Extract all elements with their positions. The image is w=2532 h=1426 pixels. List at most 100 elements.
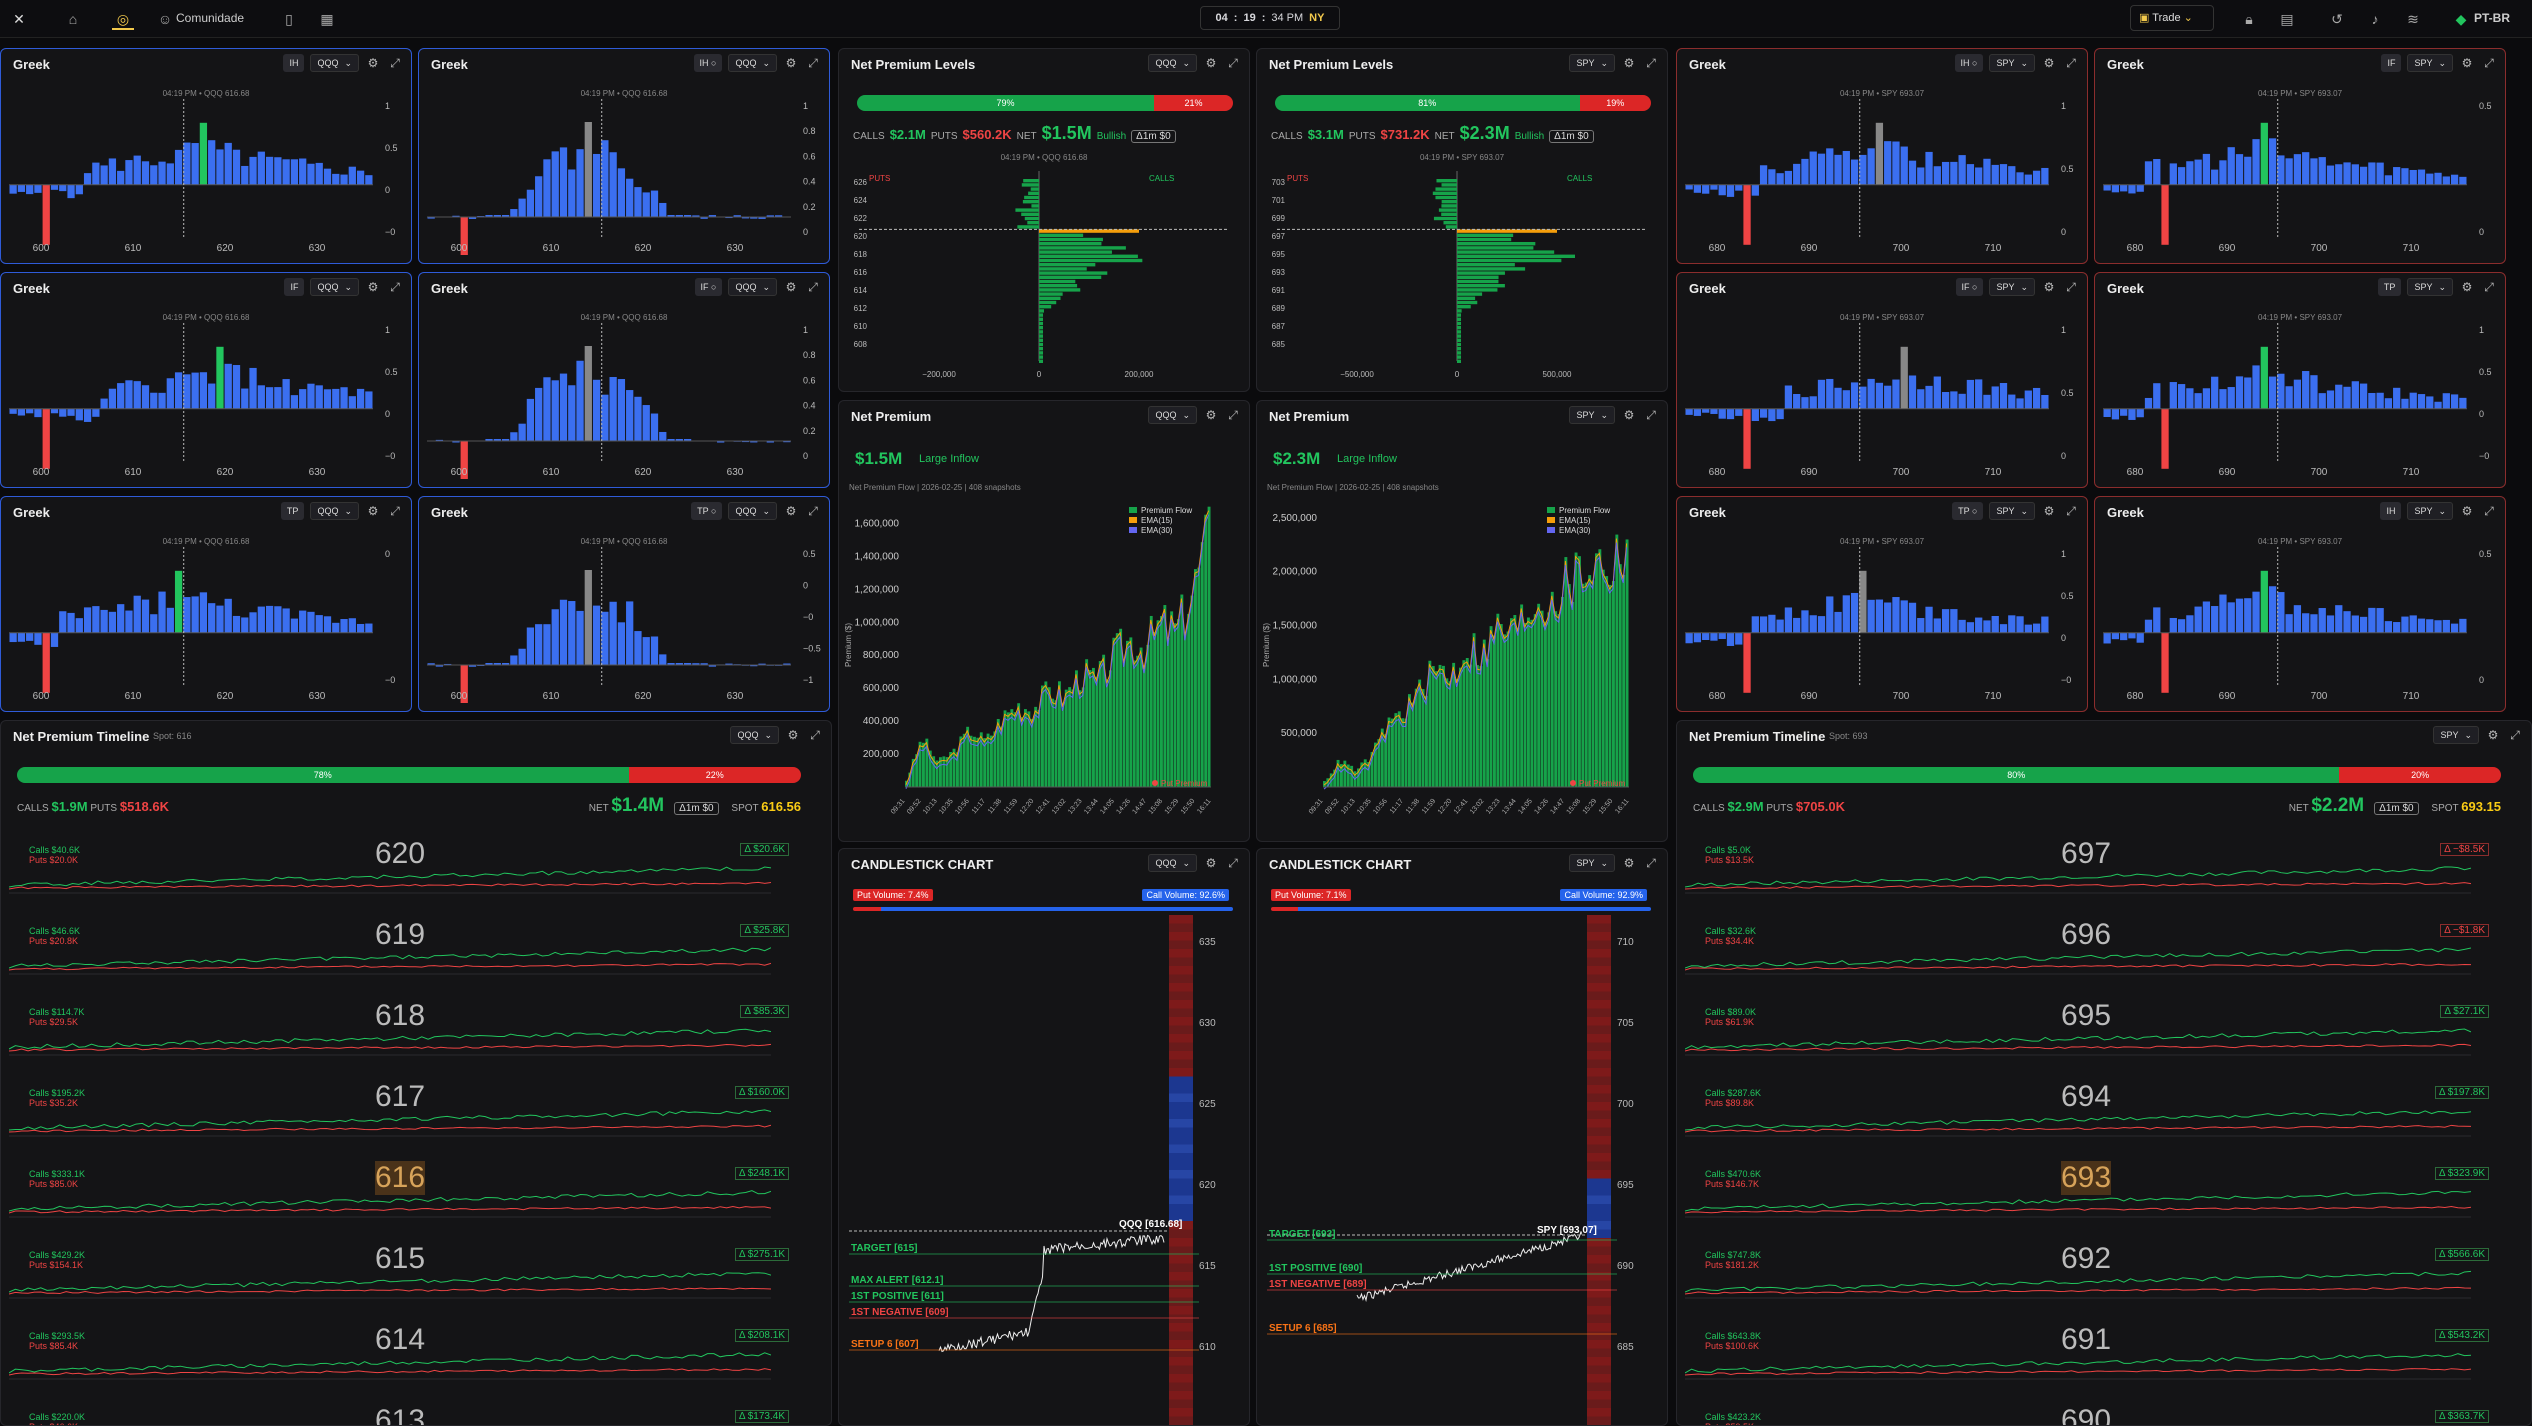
greek-mode-chip[interactable]: IH xyxy=(283,54,305,72)
symbol-select[interactable]: SPY ⌄ xyxy=(2407,54,2453,72)
symbol-select[interactable]: QQQ ⌄ xyxy=(1148,854,1197,872)
logo-icon[interactable]: ✕ xyxy=(13,11,25,27)
strike-row[interactable]: Calls $114.7K Puts $29.5K 618 Δ $85.3K xyxy=(9,999,801,1079)
expand-icon[interactable]: ⤢ xyxy=(390,280,400,294)
calendar-icon[interactable]: ▦ xyxy=(320,11,334,27)
expand-icon[interactable]: ⤢ xyxy=(1228,408,1238,422)
expand-icon[interactable]: ⤢ xyxy=(390,56,400,70)
symbol-select[interactable]: SPY ⌄ xyxy=(1989,278,2035,296)
save-icon[interactable]: ▤ xyxy=(2280,11,2294,27)
gear-icon[interactable]: ⚙ xyxy=(1205,408,1217,422)
gear-icon[interactable]: ⚙ xyxy=(785,56,797,70)
book-icon[interactable]: ▯ xyxy=(285,11,293,27)
greek-mode-chip[interactable]: IF ○ xyxy=(694,278,723,296)
trade-dropdown[interactable]: ▣ Trade ⌄ xyxy=(2130,5,2214,31)
strike-row[interactable]: Calls $46.6K Puts $20.8K 619 Δ $25.8K xyxy=(9,918,801,998)
greek-mode-chip[interactable]: IH ○ xyxy=(693,54,723,72)
symbol-select[interactable]: QQQ ⌄ xyxy=(1148,54,1197,72)
gear-icon[interactable]: ⚙ xyxy=(367,56,379,70)
greek-mode-chip[interactable]: IF ○ xyxy=(1955,278,1984,296)
strike-row[interactable]: Calls $89.0K Puts $61.9K 695 Δ $27.1K xyxy=(1685,999,2501,1079)
symbol-select[interactable]: SPY ⌄ xyxy=(1989,502,2035,520)
expand-icon[interactable]: ⤢ xyxy=(2066,56,2076,70)
symbol-select[interactable]: QQQ ⌄ xyxy=(730,726,779,744)
gear-icon[interactable]: ⚙ xyxy=(2487,728,2499,742)
symbol-select[interactable]: QQQ ⌄ xyxy=(728,502,777,520)
expand-icon[interactable]: ⤢ xyxy=(808,504,818,518)
strike-row[interactable]: Calls $293.5K Puts $85.4K 614 Δ $208.1K xyxy=(9,1323,801,1403)
expand-icon[interactable]: ⤢ xyxy=(1228,56,1238,70)
expand-icon[interactable]: ⤢ xyxy=(2066,504,2076,518)
expand-icon[interactable]: ⤢ xyxy=(808,56,818,70)
gear-icon[interactable]: ⚙ xyxy=(2461,56,2473,70)
expand-icon[interactable]: ⤢ xyxy=(2484,504,2494,518)
strike-row[interactable]: Calls $429.2K Puts $154.1K 615 Δ $275.1K xyxy=(9,1242,801,1322)
lock-icon[interactable]: 🔒︎ xyxy=(2245,11,2253,27)
symbol-select[interactable]: QQQ ⌄ xyxy=(1148,406,1197,424)
history-icon[interactable]: ↺ xyxy=(2331,11,2343,27)
strike-row[interactable]: Calls $32.6K Puts $34.4K 696 Δ −$1.8K xyxy=(1685,918,2501,998)
gear-icon[interactable]: ⚙ xyxy=(787,728,799,742)
symbol-select[interactable]: QQQ ⌄ xyxy=(310,54,359,72)
greek-mode-chip[interactable]: IF xyxy=(284,278,305,296)
strike-row[interactable]: Calls $40.6K Puts $20.0K 620 Δ $20.6K xyxy=(9,837,801,917)
expand-icon[interactable]: ⤢ xyxy=(1646,56,1656,70)
expand-icon[interactable]: ⤢ xyxy=(2066,280,2076,294)
symbol-select[interactable]: SPY ⌄ xyxy=(1989,54,2035,72)
expand-icon[interactable]: ⤢ xyxy=(1646,856,1656,870)
greek-mode-chip[interactable]: IF xyxy=(2381,54,2402,72)
gear-icon[interactable]: ⚙ xyxy=(367,280,379,294)
gear-icon[interactable]: ⚙ xyxy=(2043,504,2055,518)
gear-icon[interactable]: ⚙ xyxy=(785,280,797,294)
gear-icon[interactable]: ⚙ xyxy=(1623,856,1635,870)
gear-icon[interactable]: ⚙ xyxy=(2043,56,2055,70)
strike-row[interactable]: Calls $470.6K Puts $146.7K 693 Δ $323.9K xyxy=(1685,1161,2501,1241)
greek-mode-chip[interactable]: IH xyxy=(2380,502,2402,520)
symbol-select[interactable]: QQQ ⌄ xyxy=(310,502,359,520)
strike-row[interactable]: Calls $333.1K Puts $85.0K 616 Δ $248.1K xyxy=(9,1161,801,1241)
signal-icon[interactable]: ≋ xyxy=(2407,11,2419,27)
greek-mode-chip[interactable]: IH ○ xyxy=(1954,54,1984,72)
greek-mode-chip[interactable]: TP ○ xyxy=(1952,502,1984,520)
gear-icon[interactable]: ⚙ xyxy=(2043,280,2055,294)
gear-icon[interactable]: ⚙ xyxy=(1623,56,1635,70)
strike-row[interactable]: Calls $195.2K Puts $35.2K 617 Δ $160.0K xyxy=(9,1080,801,1160)
gear-icon[interactable]: ⚙ xyxy=(2461,280,2473,294)
symbol-select[interactable]: SPY ⌄ xyxy=(2433,726,2479,744)
home-icon[interactable]: ⌂ xyxy=(68,11,78,27)
nav-community[interactable]: Comunidade xyxy=(176,11,245,25)
symbol-select[interactable]: SPY ⌄ xyxy=(1569,406,1615,424)
symbol-select[interactable]: SPY ⌄ xyxy=(2407,278,2453,296)
symbol-select[interactable]: SPY ⌄ xyxy=(1569,54,1615,72)
strike-row[interactable]: Calls $5.0K Puts $13.5K 697 Δ −$8.5K xyxy=(1685,837,2501,917)
greek-mode-chip[interactable]: TP xyxy=(2377,278,2402,296)
expand-icon[interactable]: ⤢ xyxy=(2484,56,2494,70)
dashboard-icon[interactable]: ◎ xyxy=(112,8,134,30)
symbol-select[interactable]: QQQ ⌄ xyxy=(728,54,777,72)
strike-row[interactable]: Calls $287.6K Puts $89.8K 694 Δ $197.8K xyxy=(1685,1080,2501,1160)
strike-row[interactable]: Calls $747.8K Puts $181.2K 692 Δ $566.6K xyxy=(1685,1242,2501,1322)
greek-mode-chip[interactable]: TP xyxy=(280,502,305,520)
gear-icon[interactable]: ⚙ xyxy=(1205,56,1217,70)
expand-icon[interactable]: ⤢ xyxy=(810,728,820,742)
expand-icon[interactable]: ⤢ xyxy=(808,280,818,294)
gear-icon[interactable]: ⚙ xyxy=(785,504,797,518)
gear-icon[interactable]: ⚙ xyxy=(1205,856,1217,870)
bell-icon[interactable]: ♪ xyxy=(2371,11,2379,27)
gear-icon[interactable]: ⚙ xyxy=(1623,408,1635,422)
expand-icon[interactable]: ⤢ xyxy=(390,504,400,518)
community-icon[interactable]: ☺ xyxy=(157,11,173,27)
greek-mode-chip[interactable]: TP ○ xyxy=(691,502,723,520)
gear-icon[interactable]: ⚙ xyxy=(2461,504,2473,518)
symbol-select[interactable]: SPY ⌄ xyxy=(1569,854,1615,872)
expand-icon[interactable]: ⤢ xyxy=(1646,408,1656,422)
language-selector[interactable]: PT-BR xyxy=(2474,11,2510,25)
symbol-select[interactable]: QQQ ⌄ xyxy=(310,278,359,296)
expand-icon[interactable]: ⤢ xyxy=(1228,856,1238,870)
gear-icon[interactable]: ⚙ xyxy=(367,504,379,518)
expand-icon[interactable]: ⤢ xyxy=(2484,280,2494,294)
symbol-select[interactable]: QQQ ⌄ xyxy=(728,278,777,296)
symbol-select[interactable]: SPY ⌄ xyxy=(2407,502,2453,520)
